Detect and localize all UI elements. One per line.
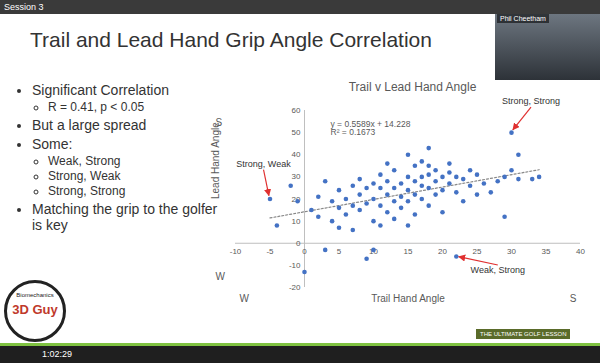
svg-text:5: 5 xyxy=(337,247,342,256)
html-text:Weak, Strong: Weak, Strong xyxy=(48,154,121,168)
svg-text:60: 60 xyxy=(292,106,301,115)
svg-text:35: 35 xyxy=(542,247,551,256)
html-text:Biomechanics: Biomechanics xyxy=(16,292,54,298)
html-text:R = 0.41, p < 0.05: R = 0.41, p < 0.05 xyxy=(48,100,145,114)
svg-text:40: 40 xyxy=(292,150,301,159)
svg-text:S: S xyxy=(570,293,577,304)
svg-text:Lead Hand Angle: Lead Hand Angle xyxy=(210,122,221,199)
html-text:Some:: Some: xyxy=(32,136,73,152)
html-text:Significant Correlation: Significant Correlation xyxy=(32,82,169,98)
html-text:3D Guy: 3D Guy xyxy=(12,302,58,317)
svg-text:-5: -5 xyxy=(266,247,274,256)
svg-text:-20: -20 xyxy=(289,283,301,292)
svg-text:10: 10 xyxy=(369,247,378,256)
html-text:Session 3: Session 3 xyxy=(4,2,44,12)
html-text:Matching the grip to the golfe: Matching the grip to the golfer is key xyxy=(32,201,218,233)
html-text:1:02:29: 1:02:29 xyxy=(42,349,72,359)
svg-text:Weak, Strong: Weak, Strong xyxy=(471,265,525,275)
svg-text:50: 50 xyxy=(292,128,301,137)
svg-text:30: 30 xyxy=(507,247,516,256)
html-text:But a large spread: But a large spread xyxy=(32,117,147,133)
html-text:Strong, Weak: Strong, Weak xyxy=(48,169,121,183)
svg-text:W: W xyxy=(240,293,250,304)
svg-text:Strong, Strong: Strong, Strong xyxy=(502,96,560,106)
svg-text:0: 0 xyxy=(302,247,307,256)
html-text:Trail v Lead Hand Angle: Trail v Lead Hand Angle xyxy=(348,80,477,94)
svg-text:W: W xyxy=(216,271,226,282)
svg-text:20: 20 xyxy=(292,195,301,204)
svg-text:y = 0.5589x + 14.228R² = 0.167: y = 0.5589x + 14.228R² = 0.1673 xyxy=(331,119,411,138)
svg-text:10: 10 xyxy=(292,217,301,226)
svg-text:40: 40 xyxy=(576,247,585,256)
svg-text:30: 30 xyxy=(292,172,301,181)
svg-text:Strong, Weak: Strong, Weak xyxy=(236,159,291,169)
html-text:Strong, Strong: Strong, Strong xyxy=(48,184,126,198)
html-text:Trail and Lead Hand Grip Angle: Trail and Lead Hand Grip Angle Correlati… xyxy=(30,28,432,51)
svg-text:25: 25 xyxy=(473,247,482,256)
svg-text:S: S xyxy=(216,117,223,128)
svg-text:Trail Hand Angle: Trail Hand Angle xyxy=(371,293,445,304)
svg-text:-10: -10 xyxy=(230,247,242,256)
html-text:Phil Cheetham: Phil Cheetham xyxy=(500,15,546,22)
svg-text:20: 20 xyxy=(438,247,447,256)
svg-text:0: 0 xyxy=(296,239,301,248)
svg-text:15: 15 xyxy=(404,247,413,256)
html-text:THE ULTIMATE GOLF LESSON: THE ULTIMATE GOLF LESSON xyxy=(480,331,567,337)
svg-text:-10: -10 xyxy=(289,261,301,270)
